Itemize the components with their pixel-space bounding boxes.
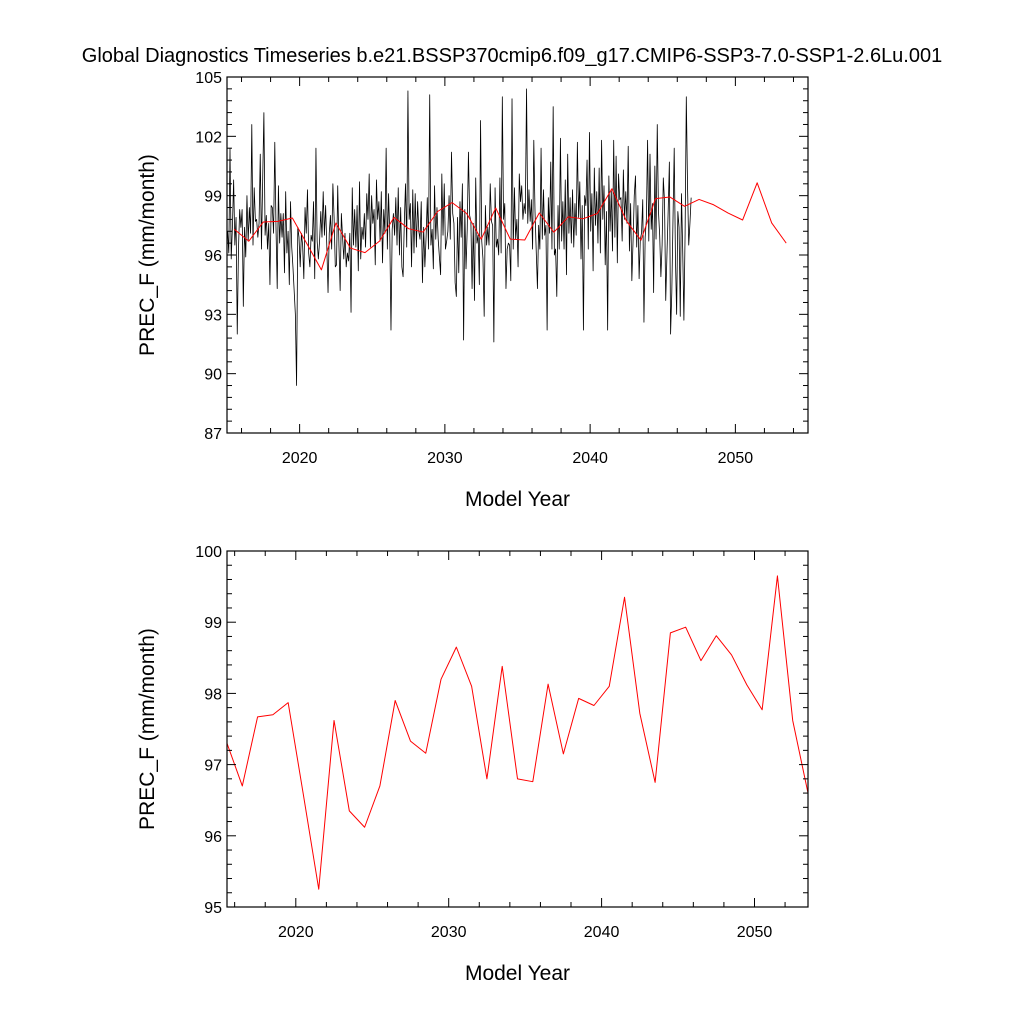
figure-title: Global Diagnostics Timeseries b.e21.BSSP… — [82, 45, 942, 67]
y-tick-label: 96 — [204, 248, 222, 265]
y-axis-label: PREC_F (mm/month) — [136, 154, 159, 356]
series-line-monthly-0 — [227, 88, 692, 386]
y-tick-label: 98 — [204, 686, 222, 703]
top-panel: 87 90 93 96 99 102 105 2020 2030 2040 2050 Model Ye… — [136, 70, 809, 511]
x-tick-label: 2030 — [427, 450, 463, 467]
y-tick-label: 97 — [204, 758, 222, 775]
y-tick-label: 99 — [204, 189, 222, 206]
y-tick-label: 93 — [204, 307, 222, 324]
plot-frame — [226, 550, 809, 908]
x-axis-label: Model Year — [465, 488, 570, 511]
x-tick-label: 2020 — [282, 450, 318, 467]
x-tick-label: 2050 — [718, 450, 754, 467]
series-line-annual-mean-0 — [233, 182, 787, 271]
y-tick-label: 90 — [204, 367, 222, 384]
series-line-annual-mean-1 — [227, 575, 808, 890]
x-tick-label: 2020 — [278, 924, 314, 941]
y-axis-label: PREC_F (mm/month) — [136, 628, 159, 830]
y-tick-label: 100 — [195, 544, 222, 561]
y-tick-label: 102 — [195, 129, 222, 146]
y-tick-label: 87 — [204, 426, 222, 443]
x-axis-label: Model Year — [465, 962, 570, 985]
y-tick-label: 105 — [195, 70, 222, 87]
x-tick-label: 2030 — [431, 924, 467, 941]
x-tick-label: 2040 — [584, 924, 620, 941]
x-tick-label: 2050 — [737, 924, 773, 941]
y-tick-label: 96 — [204, 829, 222, 846]
y-tick-label: 99 — [204, 615, 222, 632]
bottom-panel: 95 96 97 98 99 100 2020 2030 2040 2050 Model Year P… — [136, 544, 809, 985]
y-tick-label: 95 — [204, 900, 222, 917]
x-tick-label: 2040 — [572, 450, 608, 467]
